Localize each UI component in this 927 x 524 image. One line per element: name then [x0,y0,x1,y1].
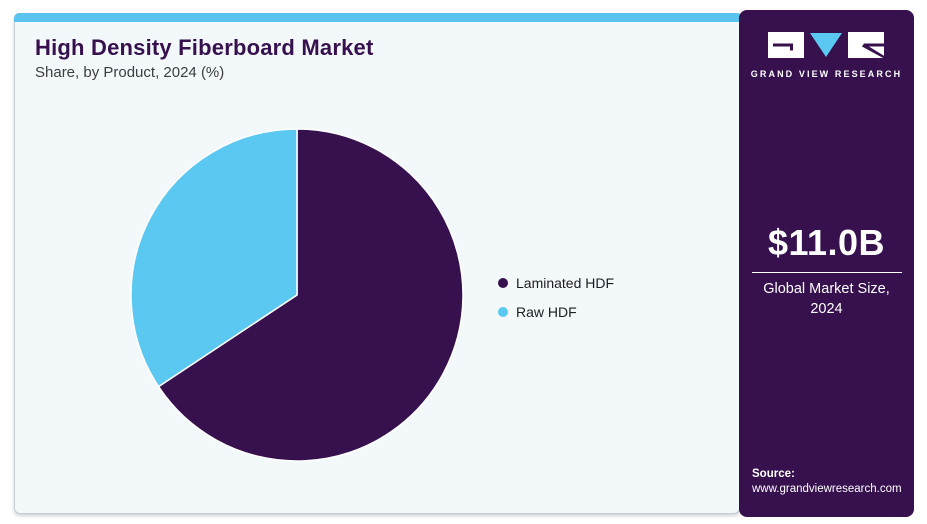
market-size-value: $11.0B [767,222,886,263]
gvr-logo-marks [767,32,886,59]
legend-label: Raw HDF [516,304,577,320]
source-block: Source: www.grandviewresearch.com [752,468,902,495]
legend-item-raw-hdf: Raw HDF [498,304,614,320]
logo-r-icon [847,32,886,59]
pie-slice-laminated-hdf [157,128,464,462]
legend: Laminated HDF Raw HDF [498,275,614,333]
logo-v-triangle-icon [809,33,842,57]
legend-dot-laminated-hdf [498,278,508,288]
source-url: www.grandviewresearch.com [752,483,902,495]
gvr-logo: GRAND VIEW RESEARCH [739,31,914,79]
pie-slice-raw-hdf [130,128,298,388]
logo-wordmark: GRAND VIEW RESEARCH [750,69,903,79]
market-size-divider [751,272,902,273]
legend-item-laminated-hdf: Laminated HDF [498,275,614,291]
chart-card: High Density Fiberboard Market Share, by… [14,13,742,514]
logo-g-icon [767,32,804,58]
market-size-block: $11.0B Global Market Size, 2024 [739,222,914,319]
pie-chart-container [127,125,467,465]
chart-title: High Density Fiberboard Market [35,35,374,60]
legend-dot-raw-hdf [498,307,508,317]
market-size-label: Global Market Size, 2024 [763,281,890,317]
top-accent-bar [14,13,742,22]
source-label: Source: [752,468,795,480]
chart-subtitle: Share, by Product, 2024 (%) [35,64,225,81]
sidebar: GRAND VIEW RESEARCH $11.0B Global Market… [739,10,914,517]
pie-chart [130,128,464,462]
legend-label: Laminated HDF [516,275,615,291]
